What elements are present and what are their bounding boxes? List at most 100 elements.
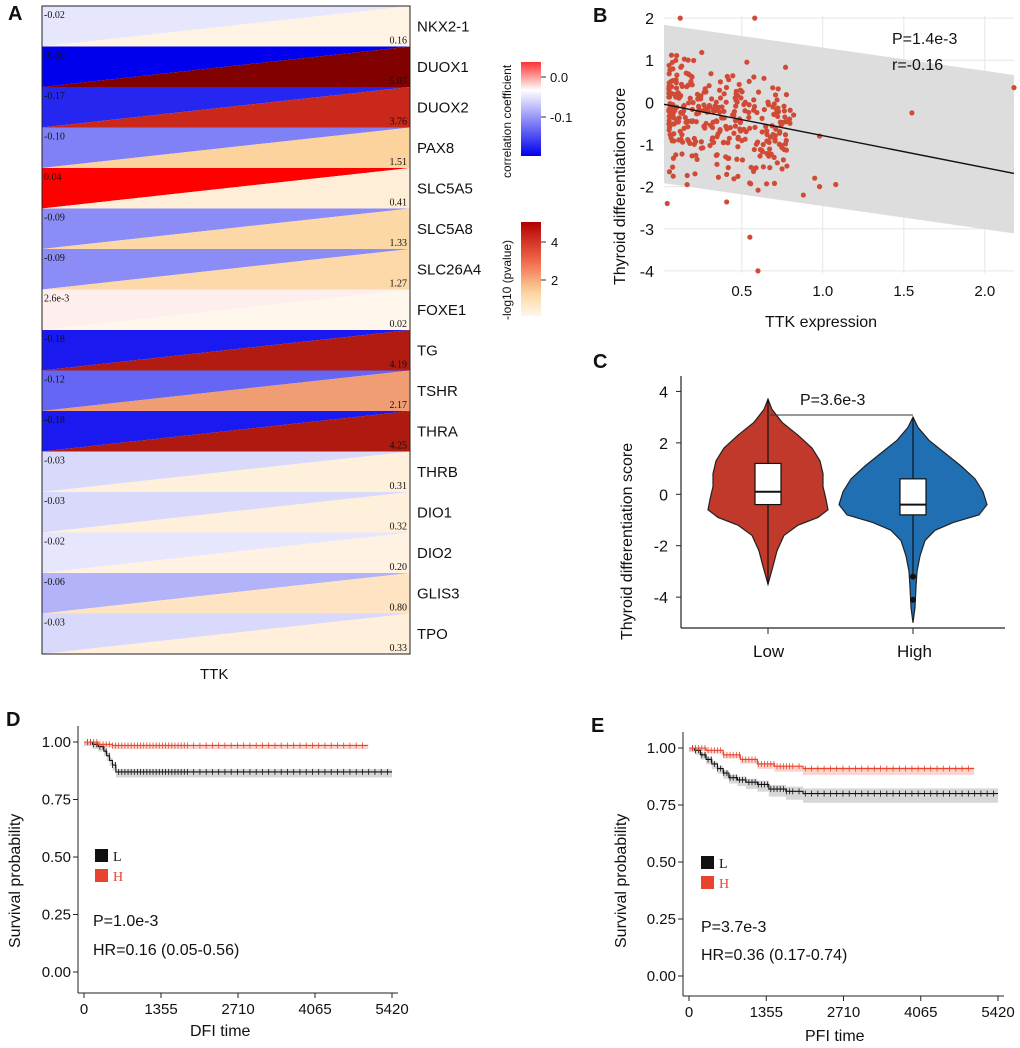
heatmap-gene-label: DIO2: [417, 545, 452, 562]
scatter-x-tick-label: 1.0: [812, 283, 833, 300]
scatter-points: [664, 15, 1017, 274]
scatter-point: [779, 166, 785, 172]
scatter-point: [716, 87, 723, 93]
scatter-point: [699, 49, 705, 56]
scatter-point: [670, 173, 676, 179]
heatmap-pvalue-label: 2.17: [390, 400, 408, 411]
scatter-point: [679, 151, 685, 157]
violin-ylabel: Thyroid differentiation score: [619, 443, 636, 640]
heatmap-pvalue-label: 0.32: [390, 522, 408, 533]
scatter-point: [698, 139, 704, 145]
scatter-point: [717, 95, 724, 101]
scatter-point: [781, 103, 787, 109]
scatter-point: [742, 136, 748, 142]
scatter-point: [666, 90, 672, 96]
heatmap-correlation-label: -0.20: [44, 51, 65, 62]
boxplot-high: [899, 417, 927, 603]
scatter-point: [735, 173, 741, 179]
scatter-point: [715, 131, 721, 137]
scatter-point: [755, 268, 761, 274]
heatmap-pvalue-label: 0.31: [390, 481, 408, 492]
scatter-point: [760, 164, 766, 170]
scatter-point: [692, 171, 698, 177]
scatter-point: [678, 81, 685, 87]
km-e-legend-label-h: H: [719, 877, 729, 892]
heatmap-cell-pvalue: [42, 6, 410, 47]
scatter-point: [725, 140, 731, 146]
scatter-point: [733, 97, 739, 103]
panel-a: A -0.02 0.16 NKX2-1 -0.20 5.07 DUOX1 -0.17 3.76…: [8, 3, 572, 683]
outlier-point: [910, 596, 916, 603]
heatmap-pvalue-label: 1.33: [390, 238, 408, 249]
scatter-point: [677, 128, 683, 134]
scatter-point: [744, 59, 750, 65]
heatmap-cell-pvalue: [42, 249, 410, 290]
km-y-tick-label: 0.25: [42, 907, 71, 924]
heatmap-rows: -0.02 0.16 NKX2-1 -0.20 5.07 DUOX1 -0.17 3.76 DU…: [42, 6, 481, 654]
heatmap-gene-label: SLC5A8: [417, 221, 473, 238]
scatter-point: [742, 108, 748, 114]
heatmap-cell-pvalue: [42, 370, 410, 411]
scatter-point: [724, 199, 730, 205]
scatter-point: [782, 114, 788, 120]
heatmap-gene-label: FOXE1: [417, 302, 466, 319]
km-curve-l: [84, 741, 392, 773]
scatter-point: [702, 86, 708, 92]
heatmap-cell-pvalue: [42, 127, 410, 168]
km-y-tick-label: 0.50: [42, 849, 71, 866]
km-y-tick-label: 0.25: [647, 911, 676, 928]
scatter-point: [759, 149, 766, 155]
km-e-legend-swatch-l: [701, 856, 714, 869]
scatter-point: [679, 63, 685, 69]
scatter-y-tick-label: 2: [645, 11, 654, 28]
scatter-point: [721, 91, 727, 97]
scatter-point: [732, 123, 739, 129]
scatter-point: [784, 163, 790, 169]
km-curve-h: [84, 741, 369, 746]
scatter-point: [687, 95, 693, 101]
heatmap-pvalue-label: 0.80: [390, 603, 408, 614]
scatter-r-value: r=-0.16: [892, 57, 943, 74]
heatmap-frame: [41, 5, 411, 655]
scatter-point: [709, 137, 715, 143]
scatter-point: [738, 128, 744, 134]
scatter-point: [753, 141, 760, 147]
scatter-point: [735, 144, 741, 150]
boxplot-low: [754, 399, 782, 585]
km-x-tick-label: 2710: [827, 1004, 860, 1021]
scatter-point: [672, 91, 679, 97]
scatter-point: [771, 154, 777, 160]
km-x-tick-label: 2710: [221, 1001, 254, 1018]
scatter-point: [664, 200, 670, 207]
scatter-point: [681, 56, 687, 62]
scatter-point: [781, 108, 787, 114]
scatter-point: [674, 72, 680, 78]
km-x-tick-label: 5420: [375, 1001, 408, 1018]
scatter-p-value: P=1.4e-3: [892, 31, 957, 48]
scatter-point: [775, 109, 782, 115]
scatter-point: [748, 164, 754, 170]
km-ci-band-l: [689, 748, 998, 812]
scatter-point: [720, 140, 726, 146]
scatter-point: [773, 126, 779, 132]
scatter-point: [787, 107, 793, 113]
scatter-point: [774, 160, 780, 166]
km-y-tick-label: 1.00: [647, 740, 676, 757]
scatter-y-tick-label: 0: [645, 95, 654, 112]
scatter-point: [783, 92, 790, 98]
scatter-point: [691, 57, 697, 64]
heatmap-correlation-label: -0.10: [44, 132, 65, 143]
heatmap-correlation-label: -0.17: [44, 91, 65, 102]
km-plot-e: 0 1355 2710 4065 5420 1.00 0.75 0.50 0.25 0.00: [647, 732, 1015, 1021]
panel-d: D 0 1355 2710 4065 54201.000.750.500.250.00 …: [6, 709, 409, 1040]
scatter-point: [666, 62, 672, 69]
scatter-point: [670, 77, 676, 84]
heatmap-cell-pvalue: [42, 289, 410, 330]
scatter-point: [753, 165, 759, 171]
scatter-point: [771, 101, 777, 107]
heatmap-cell-pvalue: [42, 573, 410, 614]
panel-e: E 0 1355 2710 4065 54201.000.750.500.250.00 …: [591, 715, 1015, 1045]
scatter-point: [767, 165, 773, 171]
heatmap-gene-label: THRA: [417, 423, 458, 440]
km-e-legend-label-l: L: [719, 857, 728, 872]
